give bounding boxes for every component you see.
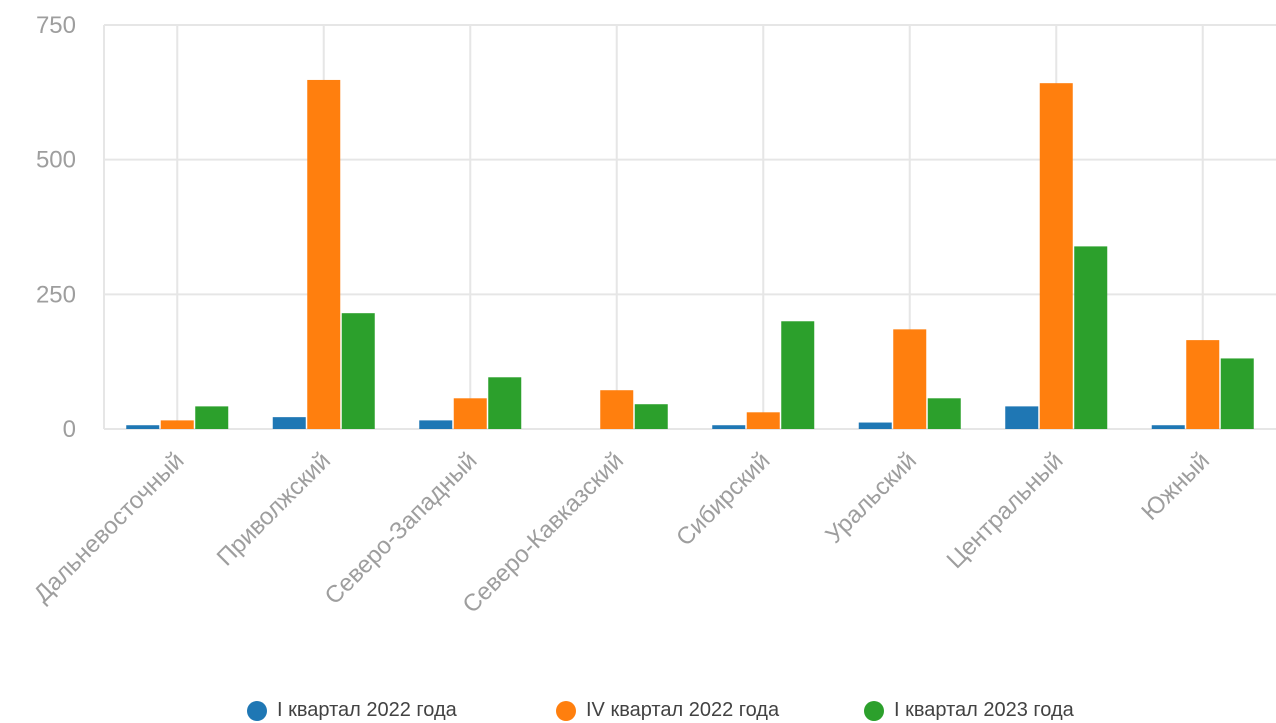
legend-item-series-3[interactable]: I квартал 2023 года — [864, 699, 1074, 722]
bar-s2-c8[interactable] — [1186, 340, 1220, 429]
y-tick-label-1: 250 — [36, 281, 76, 308]
legend-item-series-1[interactable]: I квартал 2022 года — [247, 699, 457, 722]
bar-s3-c4[interactable] — [634, 404, 668, 429]
bar-s1-c3[interactable] — [419, 420, 453, 429]
bar-s1-c6[interactable] — [858, 422, 892, 429]
bar-s1-c5[interactable] — [712, 425, 746, 429]
bar-s2-c5[interactable] — [746, 412, 780, 429]
x-category-label-3: Северо-Западный — [320, 447, 483, 610]
legend-item-series-2[interactable]: IV квартал 2022 года — [556, 699, 779, 722]
legend-swatch-series-3 — [864, 700, 884, 721]
legend-label-series-3: I квартал 2023 года — [894, 699, 1074, 721]
legend-label-series-2: IV квартал 2022 года — [586, 699, 780, 721]
x-category-label-6: Уральский — [820, 447, 922, 549]
bar-s3-c5[interactable] — [781, 321, 815, 429]
x-category-label-1: Дальневосточный — [29, 447, 190, 608]
x-axis-labels: Дальневосточный ПриволжскийСеверо-Западны… — [29, 447, 1215, 618]
bar-s3-c1[interactable] — [195, 406, 229, 429]
y-tick-label-0: 0 — [63, 416, 76, 443]
x-category-label-5: Сибирский — [671, 447, 775, 551]
bar-s1-c2[interactable] — [272, 417, 306, 429]
bars — [126, 79, 1254, 430]
y-tick-label-3: 750 — [36, 12, 76, 39]
legend-swatch-series-1 — [247, 700, 267, 721]
bar-s2-c3[interactable] — [453, 398, 487, 429]
y-axis-ticks: 0 250 500 750 — [36, 12, 76, 443]
bar-s3-c6[interactable] — [927, 398, 961, 429]
y-tick-label-2: 500 — [36, 147, 76, 174]
bar-s2-c6[interactable] — [893, 329, 927, 429]
x-category-label-4: Северо-Кавказский — [458, 447, 629, 618]
legend-label-series-1: I квартал 2022 года — [277, 699, 457, 721]
bar-s3-c8[interactable] — [1220, 358, 1254, 429]
bar-s3-c7[interactable] — [1074, 246, 1108, 429]
bar-s3-c3[interactable] — [488, 377, 522, 429]
bar-s1-c8[interactable] — [1151, 425, 1185, 429]
bar-s1-c1[interactable] — [126, 425, 160, 429]
bar-s3-c2[interactable] — [341, 313, 375, 429]
bar-s1-c7[interactable] — [1005, 406, 1039, 429]
x-category-label-2: Приволжский — [212, 447, 336, 571]
x-category-label-7: Центральный — [942, 447, 1069, 574]
legend-swatch-series-2 — [556, 700, 576, 721]
bar-s2-c1[interactable] — [160, 420, 194, 429]
bar-s2-c7[interactable] — [1039, 83, 1073, 430]
legend: I квартал 2022 года IV квартал 2022 года… — [0, 699, 1276, 723]
bar-s2-c2[interactable] — [307, 79, 341, 429]
x-category-label-8: Южный — [1136, 447, 1215, 526]
bar-s2-c4[interactable] — [600, 390, 634, 429]
